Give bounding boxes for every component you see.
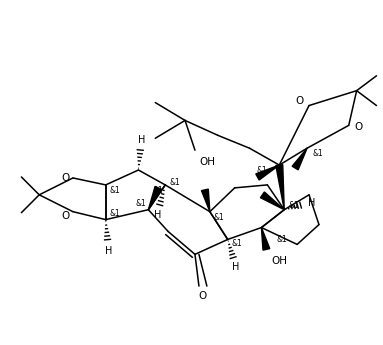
Text: H: H bbox=[154, 210, 161, 220]
Polygon shape bbox=[148, 186, 161, 210]
Text: &1: &1 bbox=[110, 209, 120, 218]
Text: &1: &1 bbox=[288, 201, 299, 210]
Text: H: H bbox=[138, 135, 145, 145]
Text: &1: &1 bbox=[136, 199, 146, 208]
Text: &1: &1 bbox=[232, 239, 242, 248]
Polygon shape bbox=[260, 192, 284, 210]
Text: O: O bbox=[61, 211, 69, 221]
Text: O: O bbox=[355, 122, 363, 132]
Text: O: O bbox=[199, 291, 207, 301]
Text: H: H bbox=[105, 246, 112, 256]
Polygon shape bbox=[292, 148, 307, 170]
Text: &1: &1 bbox=[152, 186, 163, 195]
Text: &1: &1 bbox=[277, 235, 287, 244]
Polygon shape bbox=[256, 165, 279, 180]
Polygon shape bbox=[201, 189, 210, 212]
Text: &1: &1 bbox=[110, 186, 120, 195]
Text: O: O bbox=[295, 96, 303, 106]
Text: OH: OH bbox=[271, 256, 287, 266]
Text: H: H bbox=[232, 262, 239, 272]
Text: O: O bbox=[61, 173, 69, 183]
Text: &1: &1 bbox=[257, 166, 267, 175]
Polygon shape bbox=[276, 165, 284, 210]
Polygon shape bbox=[262, 228, 270, 250]
Text: &1: &1 bbox=[214, 213, 224, 222]
Text: H: H bbox=[308, 198, 316, 208]
Text: &1: &1 bbox=[312, 149, 323, 158]
Text: OH: OH bbox=[199, 157, 215, 167]
Text: &1: &1 bbox=[169, 178, 180, 187]
